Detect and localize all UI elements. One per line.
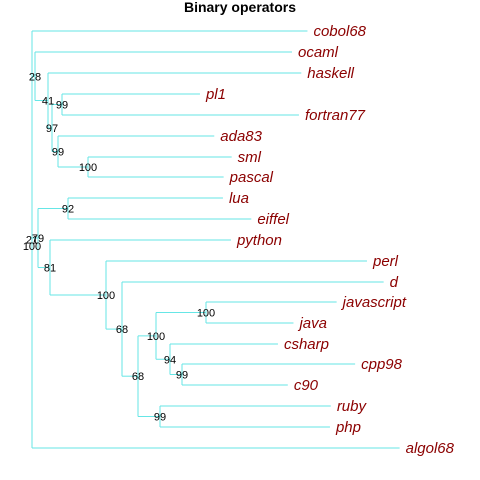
leaf-label-ocaml: ocaml xyxy=(298,44,339,61)
leaf-label-cobol68: cobol68 xyxy=(313,23,366,40)
bootstrap-value: 21 xyxy=(26,235,38,247)
bootstrap-value: 68 xyxy=(132,371,144,383)
leaf-labels: cobol68 ocaml haskell pl1 fortran77 ada83 sml p… xyxy=(205,23,455,457)
bootstrap-value: 100 xyxy=(147,331,165,343)
bootstrap-value: 68 xyxy=(116,324,128,336)
bootstrap-value: 94 xyxy=(164,354,176,366)
leaf-label-javascript: javascript xyxy=(341,294,407,311)
leaf-label-cpp98: cpp98 xyxy=(361,356,403,373)
tree-edges xyxy=(31,30,400,449)
leaf-label-php: php xyxy=(335,419,361,436)
bootstrap-value: 97 xyxy=(46,123,58,135)
bootstrap-value: 79 xyxy=(32,233,44,245)
leaf-label-fortran77: fortran77 xyxy=(305,107,366,124)
leaf-label-java: java xyxy=(297,315,327,332)
bootstrap-value: 28 xyxy=(29,71,41,83)
leaf-label-lua: lua xyxy=(229,190,249,207)
leaf-label-sml: sml xyxy=(238,149,262,166)
leaf-label-haskell: haskell xyxy=(307,65,354,82)
leaf-label-d: d xyxy=(390,274,399,291)
leaf-label-c90: c90 xyxy=(294,377,319,394)
bootstrap-value: 99 xyxy=(56,100,68,112)
bootstrap-value: 99 xyxy=(154,412,166,424)
bootstrap-value: 100 xyxy=(197,308,215,320)
chart-title: Binary operators xyxy=(184,0,296,15)
bootstrap-value: 99 xyxy=(52,147,64,159)
bootstrap-value: 81 xyxy=(44,263,56,275)
bootstrap-value: 41 xyxy=(42,96,54,108)
leaf-label-python: python xyxy=(236,232,282,249)
leaf-label-perl: perl xyxy=(372,253,399,270)
root-bootstrap-value: 100 xyxy=(23,241,41,253)
bootstrap-value: 100 xyxy=(97,290,115,302)
leaf-label-eiffel: eiffel xyxy=(257,211,289,228)
leaf-label-pascal: pascal xyxy=(229,169,274,186)
leaf-label-ruby: ruby xyxy=(337,398,368,415)
bootstrap-labels: 9910099974128921009994100996868100817921… xyxy=(23,71,215,423)
bootstrap-value: 100 xyxy=(79,162,97,174)
bootstrap-value: 99 xyxy=(176,370,188,382)
leaf-label-algol68: algol68 xyxy=(406,440,455,457)
leaf-label-pl1: pl1 xyxy=(205,86,226,103)
leaf-label-csharp: csharp xyxy=(284,336,329,353)
bootstrap-value: 92 xyxy=(62,204,74,216)
leaf-label-ada83: ada83 xyxy=(220,128,262,145)
